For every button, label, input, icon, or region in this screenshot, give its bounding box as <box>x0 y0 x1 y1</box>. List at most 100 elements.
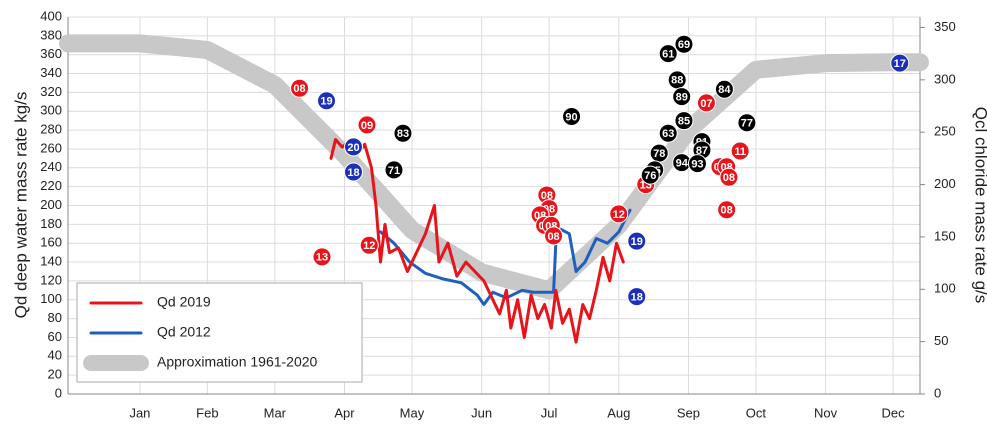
marker-label: 88 <box>671 75 683 87</box>
marker-label: 19 <box>320 96 332 108</box>
marker: 88 <box>667 70 687 90</box>
marker-label: 11 <box>734 146 746 158</box>
marker-dot <box>544 226 564 246</box>
marker-label: 18 <box>631 292 643 304</box>
line <box>59 34 929 300</box>
marker-dot <box>658 123 678 143</box>
y-tick-label: 140 <box>40 253 62 268</box>
marker: 18 <box>343 162 363 182</box>
marker: 78 <box>649 143 669 163</box>
marker: 07 <box>696 93 716 113</box>
marker-dot <box>312 247 332 267</box>
marker: 18 <box>627 287 647 307</box>
marker: 08 <box>717 200 737 220</box>
y-tick-label: 120 <box>40 272 62 287</box>
y-tick-label: 360 <box>40 46 62 61</box>
marker-dot <box>627 231 647 251</box>
y-tick-label: 240 <box>40 159 62 174</box>
marker-label: 77 <box>741 118 753 130</box>
x-tick-label: Jul <box>541 405 558 420</box>
marker: 84 <box>714 79 734 99</box>
marker-dot <box>719 167 739 187</box>
marker-label: 89 <box>676 91 688 103</box>
marker: 09 <box>357 115 377 135</box>
marker-dot <box>357 115 377 135</box>
marker-label: 08 <box>293 83 305 95</box>
y2-tick-label: 50 <box>934 333 948 348</box>
marker: 12 <box>359 235 379 255</box>
marker-label: 08 <box>723 172 735 184</box>
y-tick-label: 0 <box>55 385 62 400</box>
y-tick-label: 60 <box>48 329 62 344</box>
marker-label: 83 <box>397 128 409 140</box>
marker-label: 87 <box>696 145 708 157</box>
marker-dot <box>359 235 379 255</box>
marker-label: 78 <box>653 148 665 160</box>
marker-dot <box>890 53 910 73</box>
y2-axis-label: Qcl chloride mass rate g/s <box>972 107 987 304</box>
marker: 93 <box>687 154 707 174</box>
marker-dot <box>714 79 734 99</box>
x-tick-label: May <box>400 405 425 420</box>
legend: Qd 2019 Qd 2012 Approximation 1961-2020 <box>76 282 363 383</box>
line <box>329 138 625 344</box>
y-tick-label: 260 <box>40 140 62 155</box>
y-tick-label: 320 <box>40 84 62 99</box>
marker-dot <box>674 111 694 131</box>
legend-label: Approximation 1961-2020 <box>157 354 318 370</box>
marker-label: 85 <box>678 116 690 128</box>
x-tick-label: Sep <box>677 405 700 420</box>
marker-dot <box>658 44 678 64</box>
marker-dot <box>687 154 707 174</box>
marker: 85 <box>674 111 694 131</box>
y-tick-label: 40 <box>48 348 62 363</box>
y2-tick-label: 300 <box>934 71 956 86</box>
y-tick-label: 200 <box>40 197 62 212</box>
marker-dot <box>317 91 337 111</box>
marker-dot <box>290 78 310 98</box>
line <box>378 208 632 306</box>
marker: 11 <box>730 141 750 161</box>
marker: 08 <box>719 167 739 187</box>
marker-dot <box>672 87 692 107</box>
x-tick-label: Jan <box>129 405 150 420</box>
marker-dot <box>627 287 647 307</box>
marker-label: 93 <box>691 159 703 171</box>
marker-dot <box>640 165 660 185</box>
marker-dot <box>717 200 737 220</box>
marker: 90 <box>562 106 582 126</box>
marker-label: 94 <box>676 157 689 169</box>
y-tick-label: 180 <box>40 216 62 231</box>
y-axis-label: Qd deep water mass rate kg/s <box>11 92 30 319</box>
marker-label: 12 <box>363 240 375 252</box>
y-tick-label: 340 <box>40 65 62 80</box>
marker-dot <box>609 204 629 224</box>
y-tick-label: 280 <box>40 122 62 137</box>
y2-tick-label: 100 <box>934 281 956 296</box>
marker: 19 <box>317 91 337 111</box>
x-tick-label: Apr <box>334 405 355 420</box>
x-tick-label: Mar <box>264 405 287 420</box>
marker: 77 <box>737 113 757 133</box>
y2-tick-label: 0 <box>934 385 941 400</box>
marker-label: 84 <box>718 84 731 96</box>
marker-dot <box>562 106 582 126</box>
marker-label: 61 <box>662 49 674 61</box>
y2-tick-label: 150 <box>934 228 956 243</box>
marker: 19 <box>627 231 647 251</box>
x-tick-label: Feb <box>196 405 218 420</box>
marker-dot <box>737 113 757 133</box>
marker-dot <box>343 162 363 182</box>
y-tick-label: 380 <box>40 27 62 42</box>
marker-label: 08 <box>547 231 559 243</box>
y2-tick-label: 350 <box>934 19 956 34</box>
marker: 69 <box>674 34 694 54</box>
marker-dot <box>674 34 694 54</box>
marker: 71 <box>384 160 404 180</box>
y-tick-label: 300 <box>40 103 62 118</box>
marker: 83 <box>393 123 413 143</box>
marker: 20 <box>343 137 363 157</box>
y-tick-label: 400 <box>40 8 62 23</box>
y2-tick-label: 200 <box>934 176 956 191</box>
